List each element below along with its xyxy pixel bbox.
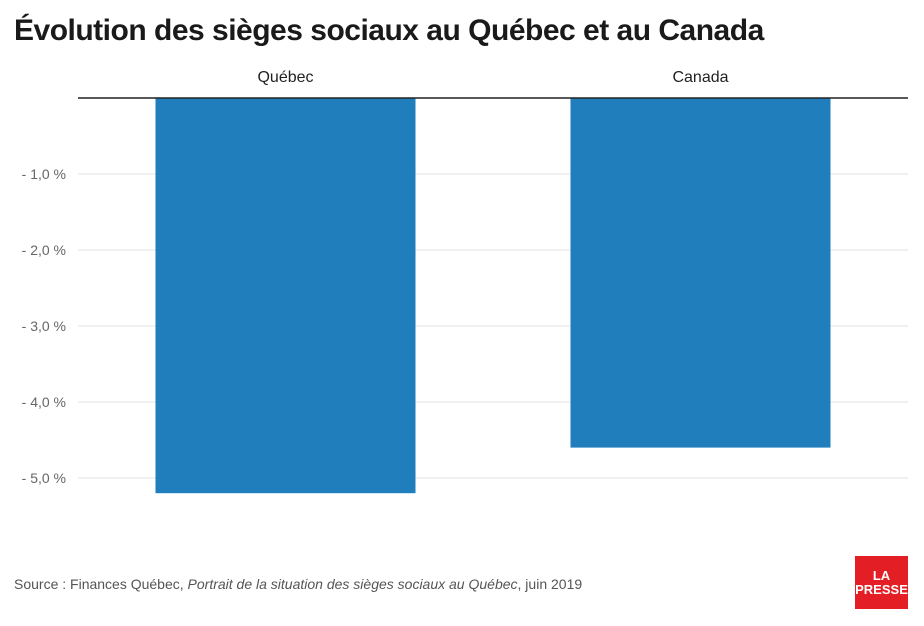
- bar: [570, 98, 831, 448]
- y-tick-label: - 4,0 %: [22, 394, 66, 410]
- source-note: Source : Finances Québec, Portrait de la…: [14, 576, 582, 592]
- source-document: Portrait de la situation des sièges soci…: [187, 576, 518, 592]
- y-tick-label: - 3,0 %: [22, 318, 66, 334]
- source-suffix: , juin 2019: [517, 576, 583, 592]
- chart-title: Évolution des sièges sociaux au Québec e…: [14, 14, 764, 47]
- bar: [155, 98, 416, 494]
- y-tick-label: - 5,0 %: [22, 470, 66, 486]
- logo-line-1: LA: [872, 567, 891, 583]
- category-label: Canada: [672, 69, 728, 86]
- source-prefix: Source : Finances Québec,: [14, 576, 188, 592]
- logo-line-2: PRESSE: [855, 581, 908, 597]
- y-tick-label: - 2,0 %: [22, 242, 66, 258]
- y-tick-label: - 1,0 %: [22, 166, 66, 182]
- bar-chart: - 1,0 % - 2,0 % - 3,0 % - 4,0 % - 5,0 % Québe…: [22, 69, 908, 494]
- category-label: Québec: [257, 69, 313, 86]
- la-presse-logo: LA PRESSE: [855, 556, 908, 609]
